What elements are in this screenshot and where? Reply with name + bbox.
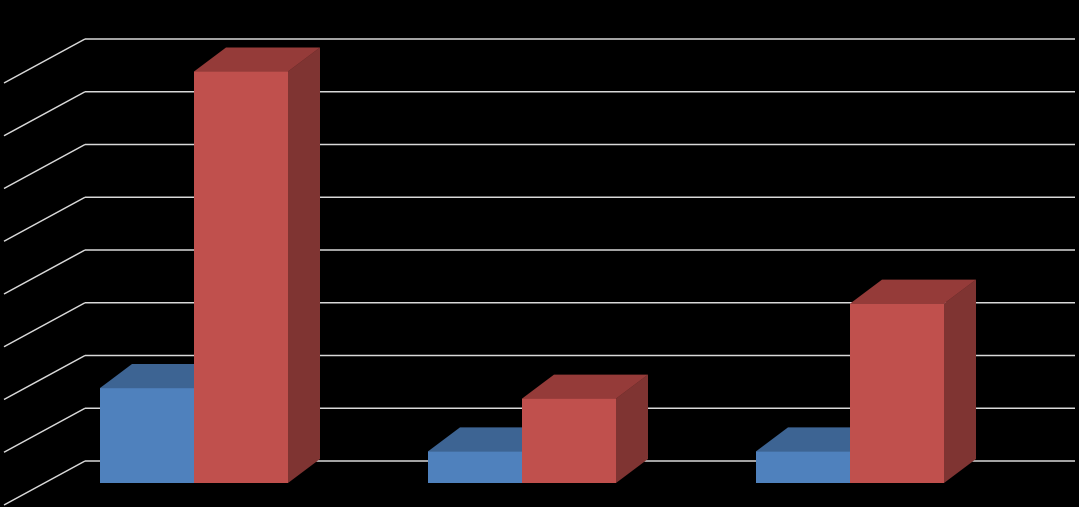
gridline-side bbox=[3, 302, 86, 348]
bar-side bbox=[944, 279, 976, 483]
gridline-side bbox=[3, 196, 86, 242]
bar-side bbox=[288, 47, 320, 484]
bar-front bbox=[100, 388, 194, 483]
gridline-side bbox=[3, 249, 86, 295]
bars bbox=[100, 47, 976, 484]
bar-front bbox=[428, 451, 522, 483]
bar bbox=[194, 47, 320, 484]
bar-top bbox=[522, 374, 648, 399]
gridline-side bbox=[3, 91, 86, 137]
gridline-side bbox=[3, 38, 86, 84]
bar-front bbox=[522, 398, 616, 483]
bar bbox=[850, 279, 976, 483]
bar-top bbox=[194, 47, 320, 72]
gridline-side bbox=[3, 407, 86, 453]
bar bbox=[522, 374, 648, 483]
gridline-side bbox=[3, 354, 86, 401]
bar-side bbox=[616, 374, 648, 483]
bar-front bbox=[850, 303, 944, 483]
bar-front bbox=[756, 451, 850, 483]
gridline-side bbox=[3, 460, 86, 506]
bar-front bbox=[194, 71, 288, 484]
gridline-side bbox=[3, 143, 86, 190]
bar-top bbox=[850, 279, 976, 304]
